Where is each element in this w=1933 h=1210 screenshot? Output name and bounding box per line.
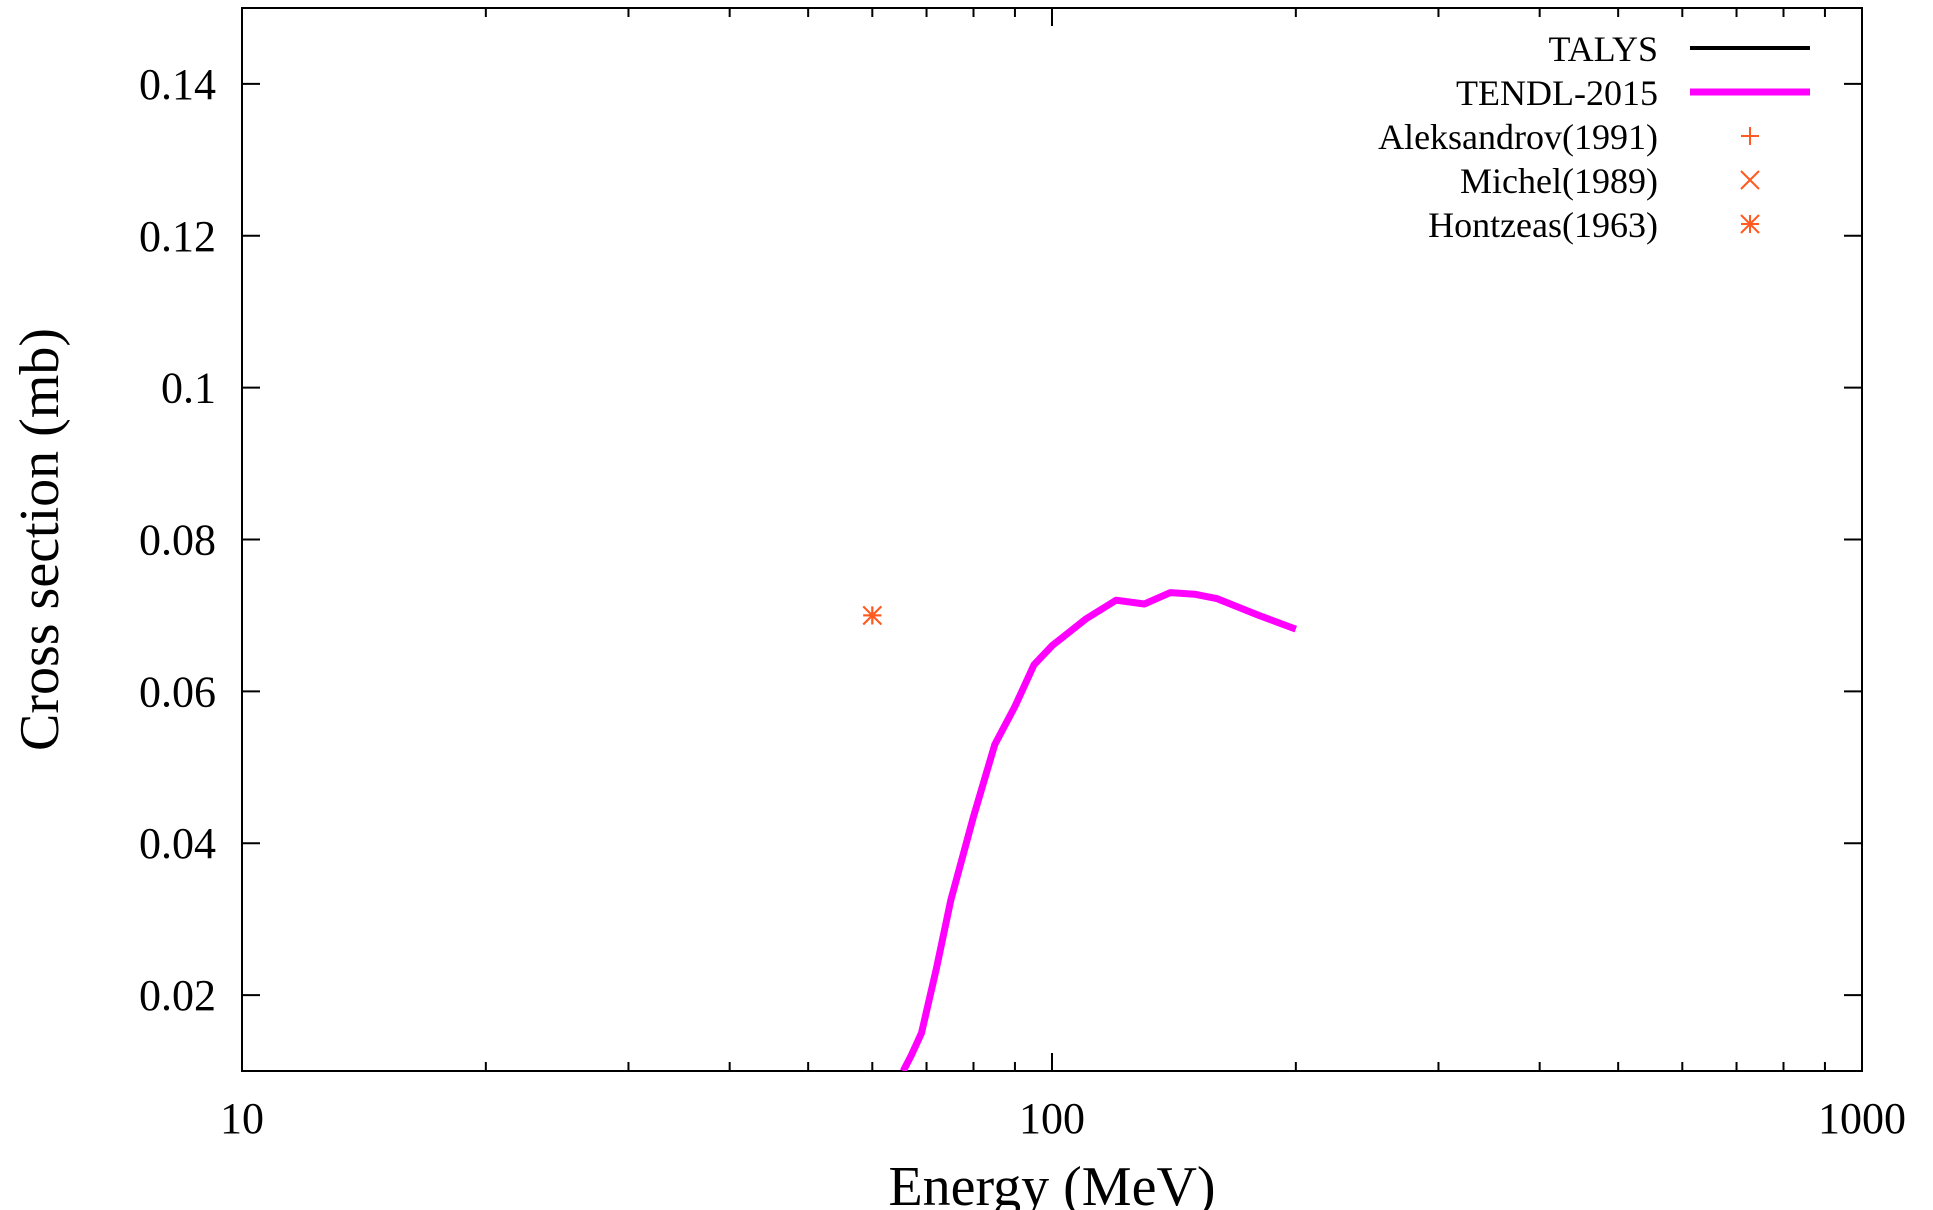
y-tick-label: 0.12 — [139, 212, 216, 261]
legend-label-hontzeas-1963: Hontzeas(1963) — [1428, 205, 1658, 245]
x-tick-label: 1000 — [1818, 1094, 1906, 1143]
x-tick-label: 100 — [1019, 1094, 1085, 1143]
y-tick-label: 0.14 — [139, 60, 216, 109]
x-axis-title: Energy (MeV) — [888, 1156, 1215, 1210]
series-line-tendl-2015 — [900, 589, 1298, 1071]
legend-label-tendl-2015: TENDL-2015 — [1456, 73, 1658, 113]
y-tick-label: 0.04 — [139, 819, 216, 868]
legend-label-michel-1989: Michel(1989) — [1460, 161, 1658, 201]
legend-sample-michel-1989 — [1740, 170, 1760, 190]
data-point-hontzeas-1963 — [862, 605, 883, 626]
series-layer — [862, 589, 1298, 1071]
legend-label-talys: TALYS — [1548, 29, 1658, 69]
x-minor-ticks — [484, 8, 1826, 1071]
x-axis-ticks: 10 100 1000 — [220, 8, 1906, 1143]
legend-sample-aleksandrov-1991 — [1741, 127, 1759, 145]
legend-label-aleksandrov-1991: Aleksandrov(1991) — [1378, 117, 1658, 157]
legend-sample-hontzeas-1963 — [1740, 214, 1760, 234]
x-tick-label: 10 — [220, 1094, 264, 1143]
y-tick-label: 0.08 — [139, 516, 216, 565]
y-tick-label: 0.06 — [139, 667, 216, 716]
y-axis-title: Cross section (mb) — [9, 328, 71, 751]
y-axis-ticks: 0.02 0.04 0.06 0.08 0.1 0.12 0.14 — [139, 60, 1862, 1020]
y-tick-label: 0.02 — [139, 971, 216, 1020]
y-tick-label: 0.1 — [161, 364, 216, 413]
legend: TALYSTENDL-2015Aleksandrov(1991)Michel(1… — [1378, 29, 1810, 245]
